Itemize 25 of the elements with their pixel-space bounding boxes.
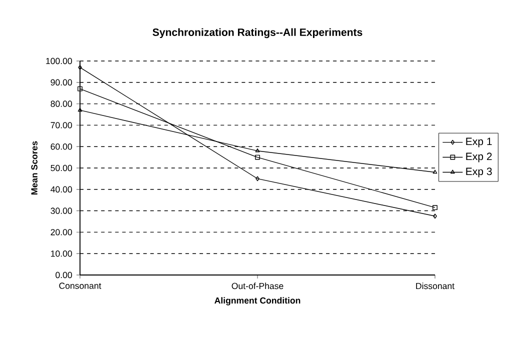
y-tick-label: 100.00 — [46, 58, 72, 64]
y-tick-label: 30.00 — [50, 208, 72, 214]
y-tick-label: 80.00 — [50, 100, 72, 107]
point — [255, 154, 260, 160]
y-tick-label: 50.00 — [50, 164, 72, 172]
point — [256, 176, 260, 182]
legend-label: Exp 2 — [466, 152, 492, 162]
y-tick-label: 10.00 — [51, 250, 72, 257]
x-tick-label: Consonant — [59, 282, 102, 289]
point — [255, 148, 260, 152]
legend-label: Exp 1 — [466, 138, 492, 148]
point — [432, 205, 438, 210]
point — [78, 86, 82, 92]
y-axis-title: Mean Scores — [31, 141, 38, 195]
x-tick-label: Dissonant — [416, 282, 454, 290]
y-tick-label: 20.00 — [50, 229, 72, 236]
y-tick-label: 40.00 — [50, 186, 72, 193]
y-tick-label: 60.00 — [50, 143, 72, 150]
x-axis-title: Alignment Condition — [214, 297, 300, 306]
y-tick-label: 70.00 — [50, 122, 72, 128]
x-tick-label: Out-of-Phase — [232, 282, 284, 290]
y-tick-label: 0.00 — [56, 272, 72, 278]
legend-label: Exp 3 — [466, 168, 492, 178]
y-tick-label: 90.00 — [50, 79, 72, 86]
chart-title: Synchronization Ratings--All Experiments — [152, 28, 362, 38]
